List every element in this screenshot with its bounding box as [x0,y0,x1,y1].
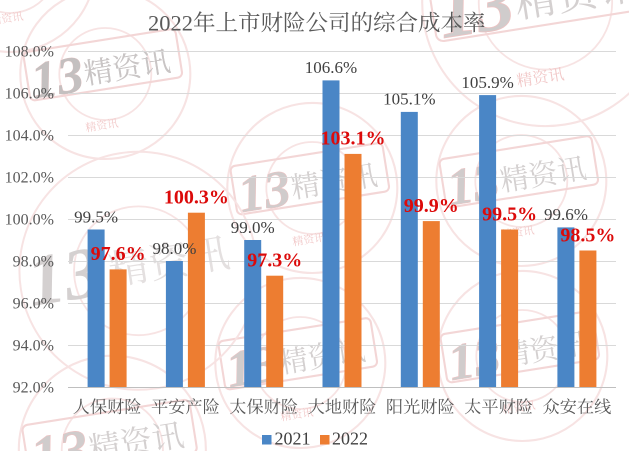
svg-text:2022: 2022 [148,11,193,36]
svg-text:97.6%: 97.6% [91,243,146,265]
svg-text:2022: 2022 [332,429,368,449]
svg-text:97.3%: 97.3% [247,250,302,272]
svg-text:13: 13 [27,46,87,110]
svg-text:98.5%: 98.5% [560,224,615,246]
svg-text:108.0%: 108.0% [5,43,54,60]
svg-text:105.1%: 105.1% [383,90,435,109]
svg-text:106.6%: 106.6% [305,58,357,77]
svg-text:99.0%: 99.0% [231,218,275,237]
svg-text:100.3%: 100.3% [164,187,229,209]
svg-text:99.6%: 99.6% [544,205,588,224]
svg-text:94.0%: 94.0% [13,337,54,354]
svg-text:106.0%: 106.0% [5,85,54,102]
svg-text:104.0%: 104.0% [5,127,54,144]
svg-text:92.0%: 92.0% [13,379,54,396]
svg-text:98.0%: 98.0% [13,253,54,270]
svg-text:2021: 2021 [275,429,311,449]
svg-text:100.0%: 100.0% [5,211,54,228]
svg-text:98.0%: 98.0% [152,239,196,258]
svg-text:103.1%: 103.1% [321,128,386,150]
svg-text:99.5%: 99.5% [482,203,537,225]
svg-text:99.5%: 99.5% [74,207,118,226]
svg-text:102.0%: 102.0% [5,169,54,186]
svg-text:96.0%: 96.0% [13,295,54,312]
svg-text:99.9%: 99.9% [404,195,459,217]
svg-text:105.9%: 105.9% [461,73,513,92]
